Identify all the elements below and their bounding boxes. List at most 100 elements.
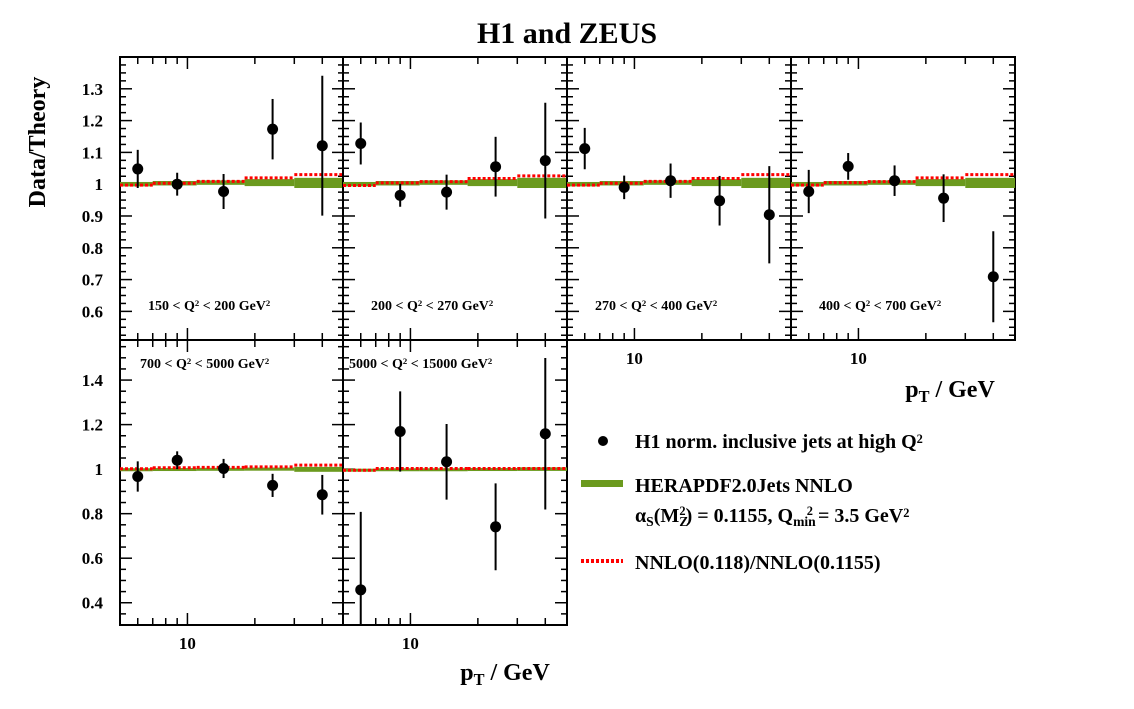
data-point <box>132 163 144 175</box>
text-segment: 2 <box>403 356 407 366</box>
data-point <box>132 470 144 482</box>
y-tick-label: 0.6 <box>82 549 103 568</box>
text-segment: 2 <box>265 356 269 366</box>
y-tick-label: 1.1 <box>82 143 103 162</box>
theory-band-bin <box>244 467 295 471</box>
y-tick-label: 0.6 <box>82 302 103 321</box>
theory-band-bin <box>741 177 791 189</box>
text-segment: T <box>474 670 485 689</box>
text-segment: 400 < Q <box>819 299 866 314</box>
data-point <box>987 271 999 283</box>
y-tick-label: 1.4 <box>82 371 104 390</box>
text-segment: α <box>635 505 646 527</box>
text-segment: < 270 GeV <box>422 299 489 314</box>
data-point <box>218 186 230 198</box>
text-segment: 270 < Q <box>595 299 642 314</box>
theory-band-bin <box>294 177 344 189</box>
x-tick-label: 10 <box>626 349 643 368</box>
panel-frame <box>342 339 568 626</box>
text-segment: min <box>793 514 816 529</box>
y-tick-label: 1.2 <box>82 112 103 131</box>
panel-label: 200 < Q2 < 270 GeV2 <box>371 298 493 314</box>
theory-band-bin <box>965 177 1015 189</box>
data-point <box>171 178 183 190</box>
panel-label: 150 < Q2 < 200 GeV2 <box>148 298 270 314</box>
y-tick-label: 0.7 <box>82 271 104 290</box>
text-segment: 2 <box>195 298 199 308</box>
theory-band-bin <box>467 468 518 472</box>
text-segment: = 3.5 GeV <box>813 505 904 527</box>
data-point <box>171 454 183 466</box>
text-segment: 2 <box>903 506 909 520</box>
panel-2: 200 < Q2 < 270 GeV2 <box>342 56 568 341</box>
text-segment: p <box>905 377 918 403</box>
y-tick-label: 1.2 <box>82 416 103 435</box>
panel-frame <box>119 339 345 626</box>
text-segment: 700 < Q <box>140 357 187 372</box>
theory-band-bin <box>517 467 567 471</box>
theory-band-bin <box>152 468 197 472</box>
legend-entry-text: HERAPDF2.0Jets NNLO <box>635 475 853 497</box>
x-axis-label: pT / GeV <box>905 377 995 406</box>
data-point <box>394 426 406 438</box>
data-point <box>316 489 328 501</box>
text-segment: / GeV <box>484 660 550 686</box>
panel-label: 270 < Q2 < 400 GeV2 <box>595 298 717 314</box>
data-point <box>714 195 726 207</box>
text-segment: < 700 GeV <box>870 299 937 314</box>
theory-band-bin <box>691 179 742 187</box>
text-segment: 2 <box>489 298 493 308</box>
panel-6: 5000 < Q2 < 15000 GeV2 <box>342 339 568 626</box>
x-tick-label: 10 <box>850 349 867 368</box>
text-segment: < 15000 GeV <box>407 357 488 372</box>
y-tick-label: 0.9 <box>82 207 103 226</box>
text-segment: 2 <box>266 298 270 308</box>
text-segment: 5000 < Q <box>349 357 403 372</box>
text-segment: 2 <box>713 298 717 308</box>
data-point <box>355 137 367 149</box>
text-segment: T <box>919 387 930 406</box>
data-point <box>665 175 677 187</box>
text-segment: 2 <box>488 356 492 366</box>
data-point <box>803 186 815 198</box>
y-tick-label: 0.4 <box>82 594 104 613</box>
data-point <box>579 143 591 155</box>
panel-frame <box>566 56 792 341</box>
theory-band-bin <box>915 179 966 187</box>
text-segment: ) = 0.1155, Q <box>686 505 794 527</box>
panel-label: 700 < Q2 < 5000 GeV2 <box>140 356 269 372</box>
text-segment: 2 <box>642 298 646 308</box>
text-segment: < 200 GeV <box>199 299 266 314</box>
legend-entry-text: NNLO(0.118)/NNLO(0.1155) <box>635 552 881 574</box>
data-point <box>441 456 453 468</box>
data-point <box>539 155 551 167</box>
theory-band-bin <box>196 180 245 185</box>
x-tick-label: 10 <box>179 634 196 653</box>
panel-frame <box>790 56 1016 341</box>
data-point <box>355 584 367 596</box>
x-tick-label: 10 <box>402 634 419 653</box>
text-segment: p <box>460 660 473 686</box>
panel-label: 5000 < Q2 < 15000 GeV2 <box>349 356 492 372</box>
text-segment: Z <box>679 514 688 529</box>
legend-point-marker <box>598 436 608 446</box>
y-axis-label: Data/Theory <box>25 77 51 208</box>
text-segment: 2 <box>418 298 422 308</box>
y-tick-label: 0.8 <box>82 239 103 258</box>
y-tick-label: 1 <box>95 175 104 194</box>
data-point <box>539 428 551 440</box>
legend-entry-text: αS(MZ2) = 0.1155, Qmin2 = 3.5 GeV2 <box>635 504 909 529</box>
data-point <box>267 479 279 491</box>
text-segment: HERAPDF2.0Jets NNLO <box>635 475 853 497</box>
chart-title: H1 and ZEUS <box>477 17 657 50</box>
data-point <box>618 181 630 193</box>
theory-band-bin <box>467 179 518 187</box>
panel-frame <box>119 56 345 341</box>
data-point <box>889 175 901 187</box>
data-point <box>938 192 950 204</box>
panel-1: 150 < Q2 < 200 GeV2 <box>119 56 345 341</box>
text-segment: < 5000 GeV <box>191 357 265 372</box>
text-segment: (M <box>654 505 680 527</box>
panel-label: 400 < Q2 < 700 GeV2 <box>819 298 941 314</box>
